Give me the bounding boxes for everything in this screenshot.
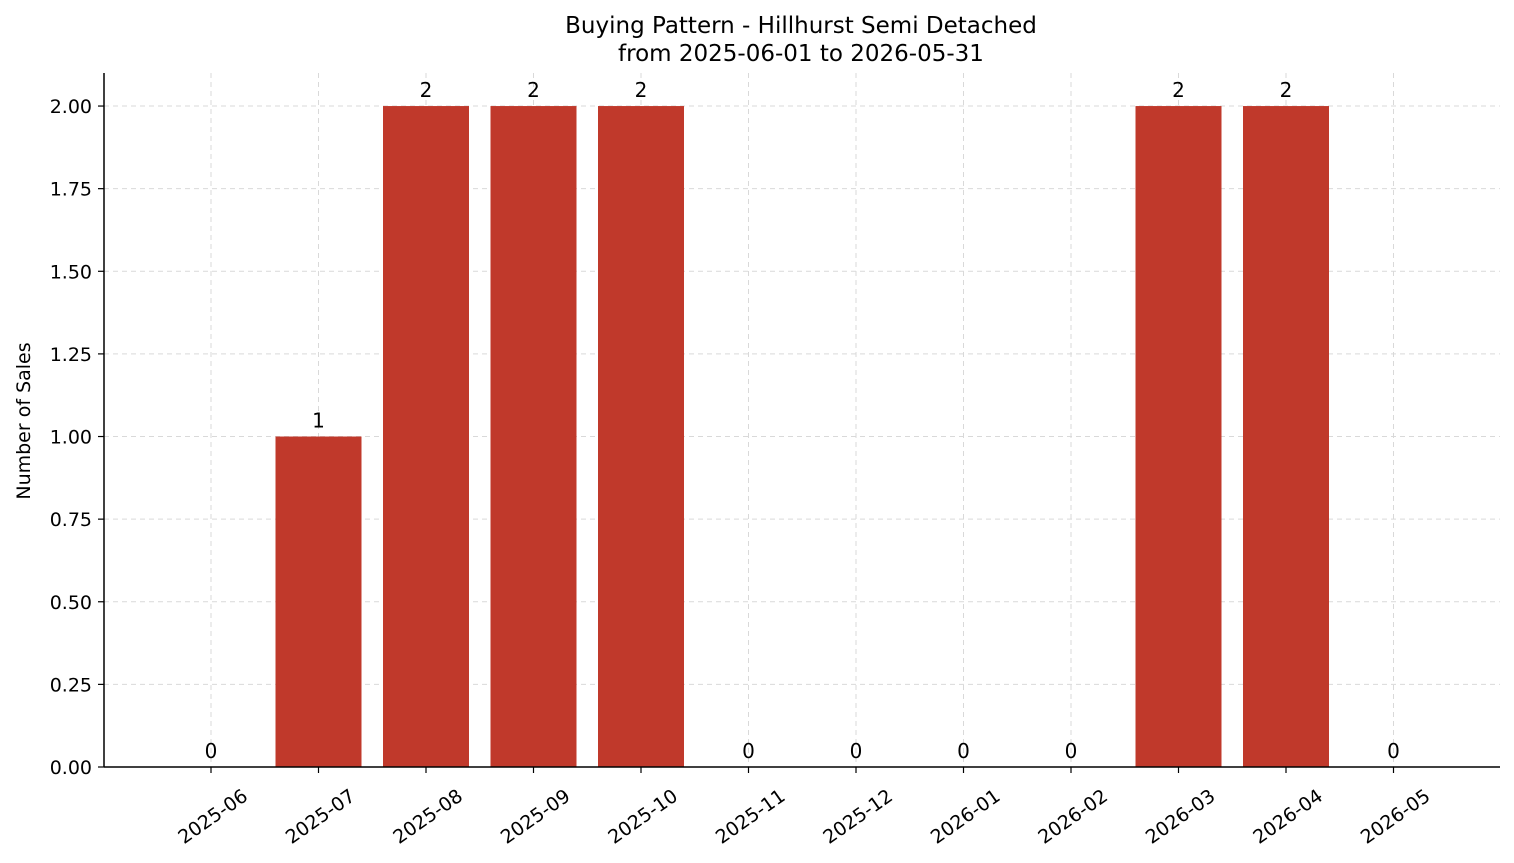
data-label-2025-08: 2	[420, 78, 433, 102]
data-label-2025-07: 1	[312, 409, 325, 433]
x-tick-label-2026-02: 2026-02	[1034, 785, 1112, 849]
x-tick-label-2025-12: 2025-12	[819, 785, 897, 849]
chart-title: Buying Pattern - Hillhurst Semi Detached	[565, 13, 1037, 39]
x-tick-label-2026-03: 2026-03	[1142, 785, 1220, 849]
bar-2026-03	[1135, 106, 1222, 768]
data-labels: 0 1 2 2 2 0 0 0 0 2 2 0	[205, 78, 1400, 763]
y-tick-label: 0.50	[50, 592, 92, 614]
data-label-2025-12: 0	[850, 739, 863, 763]
bar-2025-10	[598, 106, 684, 768]
bar-2025-08	[383, 106, 469, 768]
y-tick-label: 2.00	[50, 96, 92, 118]
data-label-2026-01: 0	[957, 739, 970, 763]
y-axis-label: Number of Sales	[13, 342, 35, 499]
data-label-2026-02: 0	[1065, 739, 1078, 763]
x-tick-label-2025-11: 2025-11	[712, 785, 790, 849]
x-tick-label-2025-06: 2025-06	[174, 785, 252, 849]
y-tick-label: 0.25	[50, 674, 92, 696]
data-label-2025-11: 0	[742, 739, 755, 763]
x-tick-label-2025-08: 2025-08	[389, 785, 467, 849]
x-tick-label-2026-04: 2026-04	[1249, 785, 1327, 849]
x-tick-label-2025-07: 2025-07	[282, 785, 360, 849]
y-tick-label: 1.50	[50, 261, 92, 283]
data-label-2026-05: 0	[1387, 739, 1400, 763]
x-tick-label-2026-01: 2026-01	[927, 785, 1005, 849]
y-tick-label: 1.75	[50, 179, 92, 201]
data-label-2025-10: 2	[635, 78, 648, 102]
data-label-2026-03: 2	[1172, 78, 1185, 102]
data-label-2025-06: 0	[205, 739, 218, 763]
x-tick-label-2025-09: 2025-09	[497, 785, 575, 849]
y-tick-label: 1.00	[50, 427, 92, 449]
bars	[275, 106, 1329, 768]
x-tick-label-2026-05: 2026-05	[1357, 785, 1435, 849]
chart-subtitle: from 2025-06-01 to 2026-05-31	[618, 41, 984, 67]
bar-2026-04	[1243, 106, 1329, 768]
x-tick-label-2025-10: 2025-10	[604, 785, 682, 849]
data-label-2025-09: 2	[527, 78, 540, 102]
y-tick-label: 1.25	[50, 344, 92, 366]
y-tick-label: 0.00	[50, 757, 92, 779]
y-tick-label: 0.75	[50, 509, 92, 531]
y-ticks: 0.00 0.25 0.50 0.75 1.00 1.25 1.50 1.75 2.00	[50, 96, 104, 779]
data-label-2026-04: 2	[1280, 78, 1293, 102]
bar-2025-07	[275, 436, 362, 767]
x-ticks: 2025-06 2025-07 2025-08 2025-09 2025-10 2025-…	[174, 767, 1434, 849]
bar-2025-09	[490, 106, 577, 768]
